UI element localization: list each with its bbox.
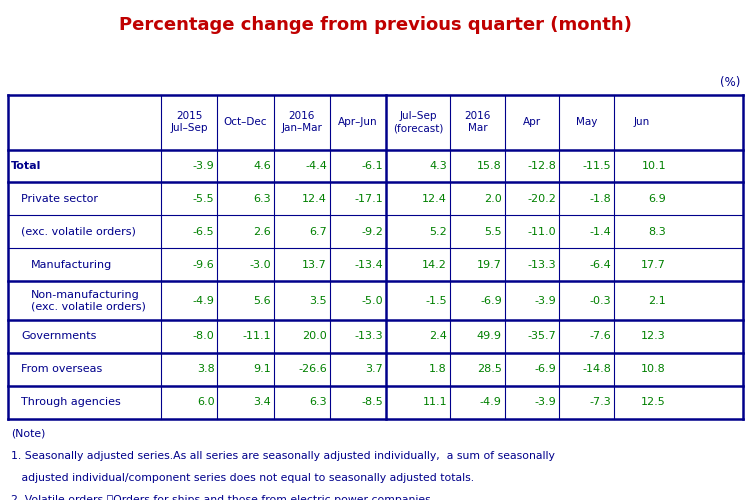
Text: Apr–Jun: Apr–Jun <box>338 118 378 128</box>
Text: -6.9: -6.9 <box>535 364 556 374</box>
Text: -8.5: -8.5 <box>362 397 383 407</box>
Text: -13.3: -13.3 <box>528 260 556 270</box>
Text: 2015
Jul–Sep: 2015 Jul–Sep <box>170 112 208 133</box>
Text: 13.7: 13.7 <box>302 260 327 270</box>
Text: 5.5: 5.5 <box>484 227 502 237</box>
Text: 2.6: 2.6 <box>253 227 271 237</box>
Text: 1. Seasonally adjusted series.As all series are seasonally adjusted individually: 1. Seasonally adjusted series.As all ser… <box>11 451 555 461</box>
Text: -6.4: -6.4 <box>590 260 611 270</box>
Text: -14.8: -14.8 <box>582 364 611 374</box>
Text: 4.3: 4.3 <box>429 161 447 171</box>
Text: 6.3: 6.3 <box>253 194 271 204</box>
Text: 17.7: 17.7 <box>641 260 666 270</box>
Text: -6.1: -6.1 <box>362 161 383 171</box>
Text: -4.4: -4.4 <box>305 161 327 171</box>
Text: -11.0: -11.0 <box>528 227 556 237</box>
Text: -5.5: -5.5 <box>193 194 214 204</box>
Text: 20.0: 20.0 <box>302 332 327 342</box>
Text: Oct–Dec: Oct–Dec <box>224 118 267 128</box>
Text: 2.0: 2.0 <box>484 194 502 204</box>
Text: Governments: Governments <box>21 332 96 342</box>
Text: 6.9: 6.9 <box>648 194 666 204</box>
Text: -7.3: -7.3 <box>590 397 611 407</box>
Text: 8.3: 8.3 <box>648 227 666 237</box>
Text: 12.4: 12.4 <box>302 194 327 204</box>
Text: (%): (%) <box>720 76 740 89</box>
Text: Percentage change from previous quarter (month): Percentage change from previous quarter … <box>118 16 632 34</box>
Text: -6.9: -6.9 <box>480 296 502 306</box>
Text: 3.8: 3.8 <box>196 364 214 374</box>
Text: -0.3: -0.3 <box>590 296 611 306</box>
Text: 28.5: 28.5 <box>477 364 502 374</box>
Text: -35.7: -35.7 <box>528 332 556 342</box>
Text: -6.5: -6.5 <box>193 227 214 237</box>
Text: 5.6: 5.6 <box>253 296 271 306</box>
Text: 4.6: 4.6 <box>253 161 271 171</box>
Text: 5.2: 5.2 <box>429 227 447 237</box>
Text: -13.3: -13.3 <box>355 332 383 342</box>
Text: Jul–Sep
(forecast): Jul–Sep (forecast) <box>393 112 443 133</box>
Text: -4.9: -4.9 <box>480 397 502 407</box>
Text: 6.7: 6.7 <box>309 227 327 237</box>
Text: 3.7: 3.7 <box>365 364 383 374</box>
Text: -7.6: -7.6 <box>590 332 611 342</box>
Text: Manufacturing: Manufacturing <box>31 260 112 270</box>
Text: 12.5: 12.5 <box>641 397 666 407</box>
Text: 2016
Mar: 2016 Mar <box>464 112 490 133</box>
Text: 14.2: 14.2 <box>422 260 447 270</box>
Text: 3.5: 3.5 <box>309 296 327 306</box>
Text: 6.0: 6.0 <box>196 397 214 407</box>
Text: 11.1: 11.1 <box>422 397 447 407</box>
Text: 19.7: 19.7 <box>477 260 502 270</box>
Text: Non-manufacturing
(exc. volatile orders): Non-manufacturing (exc. volatile orders) <box>31 290 146 312</box>
Text: -3.9: -3.9 <box>535 397 556 407</box>
Text: -3.9: -3.9 <box>535 296 556 306</box>
Text: -20.2: -20.2 <box>527 194 556 204</box>
Text: Through agencies: Through agencies <box>21 397 121 407</box>
Text: -9.2: -9.2 <box>362 227 383 237</box>
Text: -9.6: -9.6 <box>193 260 214 270</box>
Text: 2.4: 2.4 <box>429 332 447 342</box>
Text: 10.8: 10.8 <box>641 364 666 374</box>
Text: -13.4: -13.4 <box>355 260 383 270</box>
Text: 2016
Jan–Mar: 2016 Jan–Mar <box>281 112 322 133</box>
Text: Private sector: Private sector <box>21 194 98 204</box>
Text: 12.4: 12.4 <box>422 194 447 204</box>
Text: (Note): (Note) <box>11 429 46 439</box>
Text: -3.0: -3.0 <box>249 260 271 270</box>
Text: May: May <box>576 118 598 128</box>
Text: -1.4: -1.4 <box>590 227 611 237</box>
Text: 15.8: 15.8 <box>477 161 502 171</box>
Text: -11.1: -11.1 <box>242 332 271 342</box>
Text: -11.5: -11.5 <box>583 161 611 171</box>
Text: Total: Total <box>11 161 42 171</box>
Text: 9.1: 9.1 <box>253 364 271 374</box>
Text: 49.9: 49.9 <box>477 332 502 342</box>
Text: -17.1: -17.1 <box>355 194 383 204</box>
Text: -12.8: -12.8 <box>527 161 556 171</box>
Text: 1.8: 1.8 <box>429 364 447 374</box>
Text: 12.3: 12.3 <box>641 332 666 342</box>
Text: 3.4: 3.4 <box>253 397 271 407</box>
Text: 10.1: 10.1 <box>641 161 666 171</box>
Text: (exc. volatile orders): (exc. volatile orders) <box>21 227 136 237</box>
Text: -1.5: -1.5 <box>425 296 447 306</box>
Text: 6.3: 6.3 <box>309 397 327 407</box>
Text: From overseas: From overseas <box>21 364 102 374</box>
Text: 2. Volatile orders ：Orders for ships and those from electric power companies.: 2. Volatile orders ：Orders for ships and… <box>11 496 434 500</box>
Text: adjusted individual/component series does not equal to seasonally adjusted total: adjusted individual/component series doe… <box>11 473 474 483</box>
Text: -26.6: -26.6 <box>298 364 327 374</box>
Text: Apr: Apr <box>523 118 542 128</box>
Text: -5.0: -5.0 <box>362 296 383 306</box>
Text: -4.9: -4.9 <box>193 296 214 306</box>
Text: 2.1: 2.1 <box>648 296 666 306</box>
Text: -1.8: -1.8 <box>590 194 611 204</box>
Text: Jun: Jun <box>634 118 650 128</box>
Text: -8.0: -8.0 <box>193 332 214 342</box>
Text: -3.9: -3.9 <box>193 161 214 171</box>
